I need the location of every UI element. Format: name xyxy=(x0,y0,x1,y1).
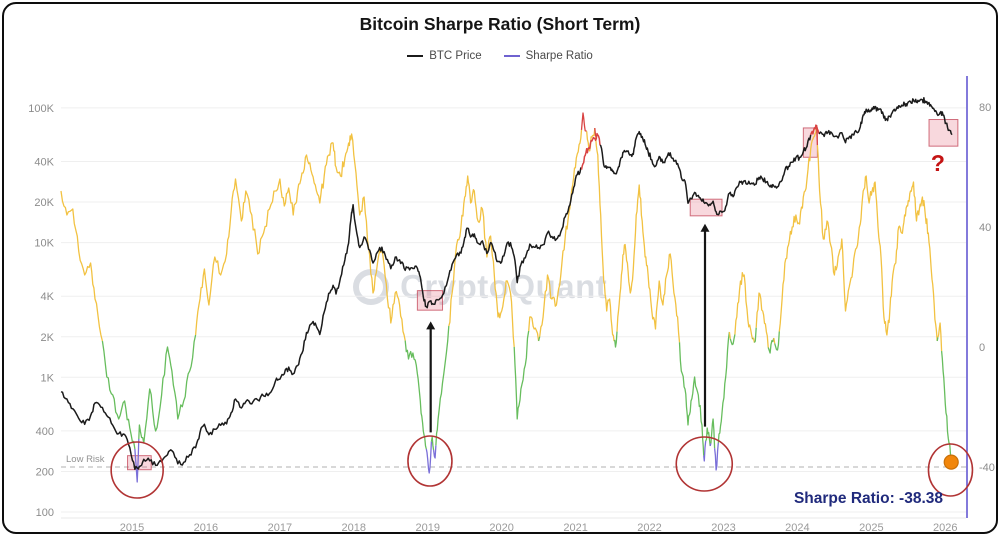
svg-text:2023: 2023 xyxy=(711,522,735,534)
svg-text:2024: 2024 xyxy=(785,522,809,534)
legend-item-sharpe-ratio[interactable]: Sharpe Ratio xyxy=(503,50,593,62)
svg-text:40: 40 xyxy=(979,222,991,234)
svg-text:4K: 4K xyxy=(41,291,55,303)
btc-price-line-swatch xyxy=(407,55,424,57)
legend-item-btc-price[interactable]: BTC Price xyxy=(407,50,482,62)
svg-text:2026: 2026 xyxy=(933,522,957,534)
low-risk-label: Low Risk xyxy=(66,454,105,465)
svg-text:2020: 2020 xyxy=(489,522,513,534)
svg-text:2021: 2021 xyxy=(563,522,587,534)
svg-text:2018: 2018 xyxy=(342,522,366,534)
sharpe-ratio-line-swatch xyxy=(503,55,520,57)
svg-text:0: 0 xyxy=(979,342,985,354)
svg-text:100K: 100K xyxy=(28,103,54,115)
svg-text:80: 80 xyxy=(979,102,991,114)
legend-label-btc-price: BTC Price xyxy=(429,50,482,62)
svg-text:20K: 20K xyxy=(34,197,54,209)
svg-text:100: 100 xyxy=(36,507,54,519)
svg-text:2015: 2015 xyxy=(120,522,144,534)
svg-text:?: ? xyxy=(931,150,945,176)
svg-text:2025: 2025 xyxy=(859,522,883,534)
svg-text:2022: 2022 xyxy=(637,522,661,534)
svg-text:2019: 2019 xyxy=(415,522,439,534)
svg-text:2K: 2K xyxy=(41,332,55,344)
svg-text:40K: 40K xyxy=(34,157,54,169)
sharpe-ratio-readout: Sharpe Ratio: -38.38 xyxy=(793,490,943,507)
svg-text:400: 400 xyxy=(36,426,54,438)
svg-text:2016: 2016 xyxy=(194,522,218,534)
svg-text:10K: 10K xyxy=(34,238,54,250)
svg-text:-40: -40 xyxy=(979,462,995,474)
svg-text:200: 200 xyxy=(36,466,54,478)
svg-text:1K: 1K xyxy=(41,372,55,384)
chart-plot-area[interactable]: 100K40K20K10K4K2K1K40020010080400-402015… xyxy=(4,4,998,534)
legend-label-sharpe-ratio: Sharpe Ratio xyxy=(525,50,593,62)
svg-text:2017: 2017 xyxy=(268,522,292,534)
chart-title: Bitcoin Sharpe Ratio (Short Term) xyxy=(359,14,641,34)
chart-legend: BTC Price Sharpe Ratio xyxy=(4,50,996,62)
